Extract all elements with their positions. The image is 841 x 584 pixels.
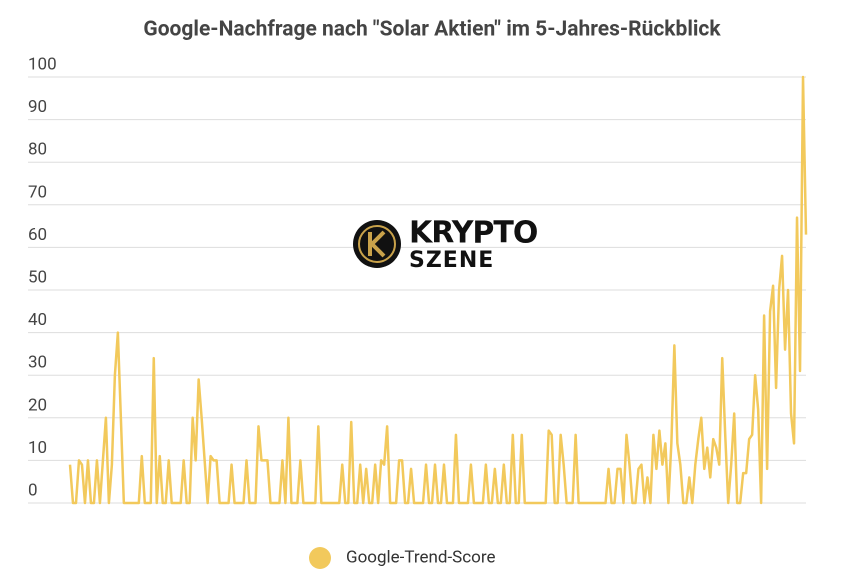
watermark: KRYPTO SZENE <box>353 216 538 273</box>
logo-ring <box>358 225 396 263</box>
y-tick-label: 10 <box>28 438 47 458</box>
logo-text: SZENE <box>409 248 494 273</box>
legend-label: Google-Trend-Score <box>346 547 495 567</box>
legend-marker <box>309 547 331 569</box>
y-tick-label: 0 <box>28 480 38 500</box>
y-tick-label: 60 <box>28 225 47 245</box>
y-tick-label: 20 <box>28 395 47 415</box>
y-tick-label: 30 <box>28 353 47 373</box>
chart-title: Google-Nachfrage nach "Solar Aktien" im … <box>143 18 721 42</box>
y-tick-label: 90 <box>28 97 47 117</box>
y-tick-label: 40 <box>28 310 47 330</box>
y-tick-label: 80 <box>28 140 47 160</box>
logo-k <box>368 230 386 258</box>
logo-text: KRYPTO <box>409 216 537 251</box>
data-line <box>68 75 808 505</box>
y-tick-label: 70 <box>28 182 47 202</box>
y-tick-label: 100 <box>28 54 57 74</box>
logo-circle <box>353 220 401 268</box>
y-tick-label: 50 <box>28 267 47 287</box>
